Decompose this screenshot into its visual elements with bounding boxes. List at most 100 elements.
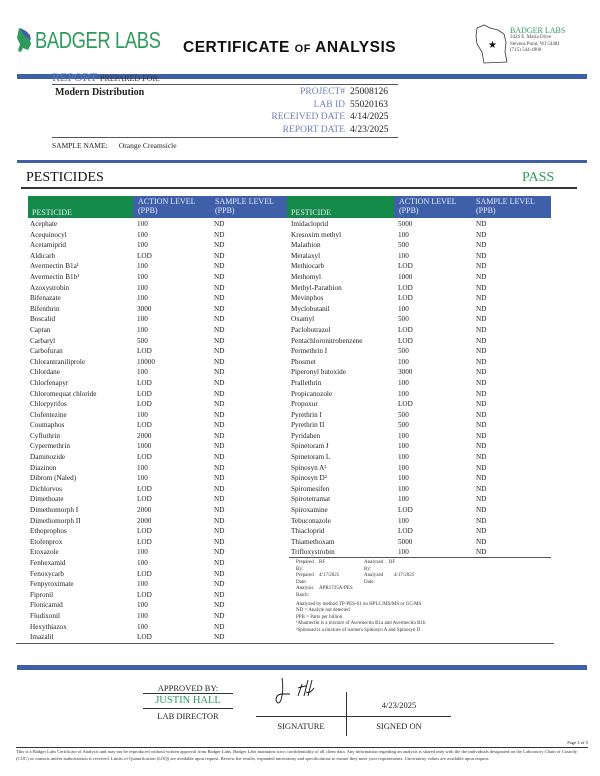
pesticide-name: Clofentezine [30,410,67,419]
action-level: LOD [137,389,152,398]
table-row: Spinosyn D² 100 ND [291,473,551,484]
signed-on-label: SIGNED ON [376,721,422,731]
action-level: LOD [398,336,413,345]
signature-label: SIGNATURE [277,721,325,731]
lab-address: BADGER LABS 3426 E. Maria Drive Stevens … [510,26,566,53]
pesticide-name: Acetamiprid [30,241,66,250]
note-line: ²Spinosad is a mixture of isomers Spinos… [296,627,421,633]
sample-level: ND [476,495,487,504]
sample-level: ND [214,590,225,599]
pesticide-name: Spinosyn A² [291,463,327,472]
sample-level: ND [214,400,225,409]
pesticide-name: Fenoxycarb [30,569,64,578]
table-row: Propoxur LOD ND [291,399,551,410]
divider [289,557,551,558]
action-level: 5000 [398,220,413,228]
field-value: 4/14/2025 [350,112,389,123]
sample-level: ND [214,315,225,324]
pesticide-name: Avermectin B1b¹ [30,272,80,281]
sample-level: ND [214,251,225,260]
pesticide-name: Etofenprox [30,537,63,546]
action-level: LOD [137,633,152,642]
action-level: 100 [137,230,148,239]
action-level: 100 [137,368,148,377]
result-badge: PASS [522,170,555,185]
table-row: Chlorantraniliprole 10000 ND [30,357,285,368]
field-value: 25008126 [350,87,388,97]
table-row: Boscalid 100 ND [30,314,285,325]
report-field: RECEIVED DATE 4/14/2025 [55,111,400,123]
table-row: Propicanozole 100 ND [291,389,551,400]
sample-level: ND [214,506,225,515]
action-level: 100 [398,357,409,366]
sample-level: ND [476,453,487,462]
action-level: 500 [398,347,409,356]
table-row: Methiocarb LOD ND [291,261,551,272]
pesticide-name: Spiroxamine [291,506,328,515]
table-row: Acephate 100 ND [30,219,285,230]
action-level: 100 [137,262,148,271]
sample-level: ND [476,421,487,430]
sample-level: ND [214,272,225,281]
table-row: Chlordane 100 ND [30,367,285,378]
sample-level: ND [476,442,487,451]
pesticide-name: Acequinocyl [30,230,67,239]
action-level: 1000 [398,272,413,281]
sample-level: ND [476,315,487,324]
action-level: LOD [137,590,152,599]
table-row: Mevinphos LOD ND [291,293,551,304]
action-level: 3000 [137,304,152,313]
sample-level: ND [214,453,225,462]
sample-level: ND [476,262,487,271]
sample-level: ND [476,506,487,515]
sample-level: ND [476,548,487,557]
action-level: 100 [137,325,148,334]
signed-date: 4/23/2025 [381,700,417,710]
report-prepared-for: REPORT PREPARED FOR: [52,70,160,84]
pesticide-name: Spinetoram J [291,442,329,451]
table-row: Spiromesifen 100 ND [291,484,551,495]
pesticide-name: Myclobutanil [291,304,330,313]
header-levels: ACTION LEVEL (PPB) SAMPLE LEVEL (PPB) [133,196,287,218]
pesticide-name: Pyridaben [291,431,321,440]
table-row: Trifloxystrobin 100 ND [291,547,551,558]
pesticide-name: Chlorantraniliprole [30,357,86,366]
sample-level: ND [214,230,225,239]
action-level: 500 [398,241,409,250]
table-row: Spinosyn A² 100 ND [291,463,551,474]
pesticide-name: Malathion [291,241,321,250]
action-level: 100 [137,474,148,483]
action-level: 2000 [137,506,152,515]
table-row: Malathion 500 ND [291,240,551,251]
action-level: LOD [398,506,413,515]
table-row: Fenoxycarb LOD ND [30,569,285,580]
pesticide-name: Azoxystrobin [30,283,70,292]
action-level: 100 [137,611,148,620]
table-row: Acequinocyl 100 ND [30,230,285,241]
pesticide-name: Daminozide [30,453,66,462]
pesticide-name: Aldicarb [30,251,56,260]
table-row: Coumaphos LOD ND [30,420,285,431]
pesticide-name: Bifenazate [30,294,61,303]
field-label: PROJECT# [300,87,345,97]
pesticide-name: Imazalil [30,633,54,642]
sample-level: ND [476,220,487,228]
table-row: Etofenprox LOD ND [30,537,285,548]
action-level: LOD [398,527,413,536]
action-level: 500 [398,315,409,324]
action-level: 100 [137,294,148,303]
sample-level: ND [476,389,487,398]
pesticide-name: Pentachloronitrobenzene [291,336,363,345]
sample-level: ND [476,272,487,281]
table-row: Imazalil LOD ND [30,632,285,643]
pesticide-name: Imidacloprid [291,220,329,228]
pesticide-name: Captan [30,325,51,334]
sample-level: ND [476,368,487,377]
sample-level: ND [214,442,225,451]
action-level: 100 [398,474,409,483]
pesticide-name: Avermectin B1a¹ [30,262,79,271]
sample-level: ND [214,294,225,303]
table-row: Permethrin I 500 ND [291,346,551,357]
pesticide-name: Trifloxystrobin [291,548,335,557]
table-row: Methyl-Parathion LOD ND [291,283,551,294]
